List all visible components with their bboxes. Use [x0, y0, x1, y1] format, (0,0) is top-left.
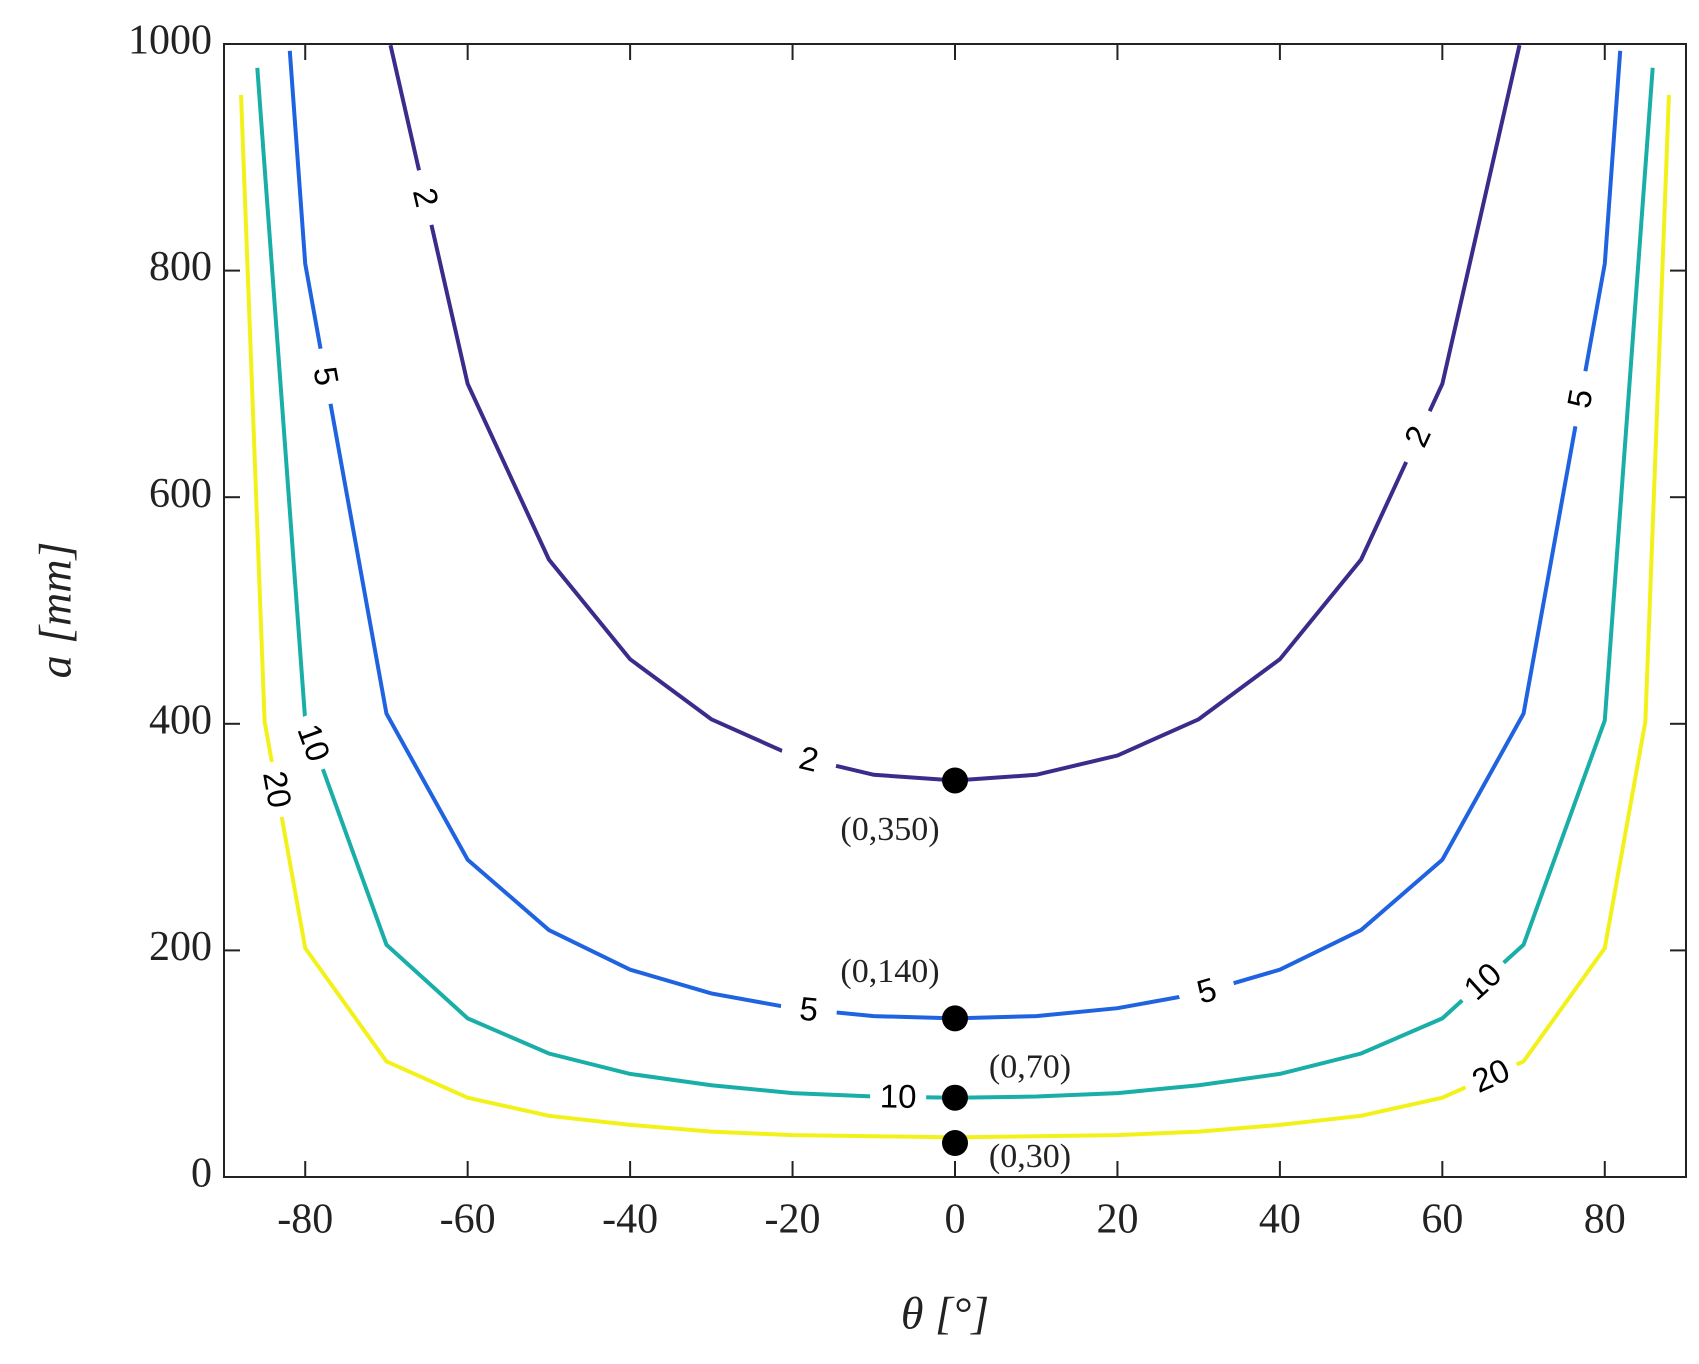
point-label: (0,140) [840, 953, 939, 990]
y-axis-label: a [mm] [30, 542, 81, 679]
x-axis-label: θ [°] [901, 1288, 989, 1339]
contour-label-group: 10 [869, 1076, 927, 1118]
point [942, 1005, 968, 1032]
y-tick-label: 800 [149, 244, 212, 290]
contour-label-bg [252, 758, 302, 821]
x-tick-label: -20 [765, 1197, 821, 1243]
x-tick-label: 60 [1421, 1197, 1463, 1243]
point-label: (0,30) [989, 1138, 1071, 1175]
contour-label-group: 10 [285, 709, 342, 776]
x-tick-label: -40 [602, 1197, 658, 1243]
contour-label-bg [1457, 1046, 1525, 1106]
point [942, 1084, 968, 1111]
x-tick-label: 80 [1584, 1197, 1626, 1243]
contour-label-group: 2 [1388, 402, 1448, 471]
x-tick-label: -60 [440, 1197, 496, 1243]
contour-label-bg [399, 165, 451, 230]
contour-label: 10 [880, 1077, 917, 1115]
point [942, 767, 968, 794]
y-tick-label: 600 [149, 471, 212, 517]
contour-label-bg [869, 1076, 927, 1118]
contour-label-group: 5 [300, 345, 351, 408]
contour-label-group: 2 [399, 165, 451, 230]
x-tick-label: -80 [277, 1197, 333, 1243]
contour-label-group: 2 [776, 733, 841, 786]
contour-label-bg [1555, 367, 1606, 430]
contour-label-group: 5 [1555, 367, 1606, 430]
contour-line [388, 44, 1522, 783]
plot-area [239, 44, 1671, 1140]
point-label: (0,70) [989, 1048, 1071, 1085]
x-tick-label: 40 [1259, 1197, 1301, 1243]
contour-label-group: 5 [1174, 964, 1240, 1019]
contour-label-group: 20 [1457, 1046, 1525, 1106]
contour-line [287, 50, 1623, 1021]
y-tick-label: 400 [149, 697, 212, 743]
contour-label-bg [1448, 947, 1518, 1016]
point [942, 1130, 968, 1157]
x-tick-label: 0 [945, 1197, 966, 1243]
point-label: (0,350) [840, 811, 939, 848]
contour-label-bg [1174, 964, 1240, 1019]
y-tick-label: 0 [191, 1151, 212, 1197]
contour-label-bg [285, 709, 342, 776]
contour-label-group: 5 [778, 987, 839, 1033]
contour-label-bg [778, 987, 839, 1033]
contour-label: 5 [798, 990, 820, 1029]
contour-label-bg [776, 733, 841, 786]
y-tick-label: 1000 [128, 18, 212, 64]
x-tick-label: 20 [1096, 1197, 1138, 1243]
y-tick-label: 200 [149, 924, 212, 970]
contour-label: 20 [256, 768, 299, 811]
contour-line [255, 67, 1655, 1100]
contour-label-group: 20 [252, 758, 302, 821]
contour-label-bg [1388, 402, 1448, 471]
contour-label-bg [300, 345, 351, 408]
